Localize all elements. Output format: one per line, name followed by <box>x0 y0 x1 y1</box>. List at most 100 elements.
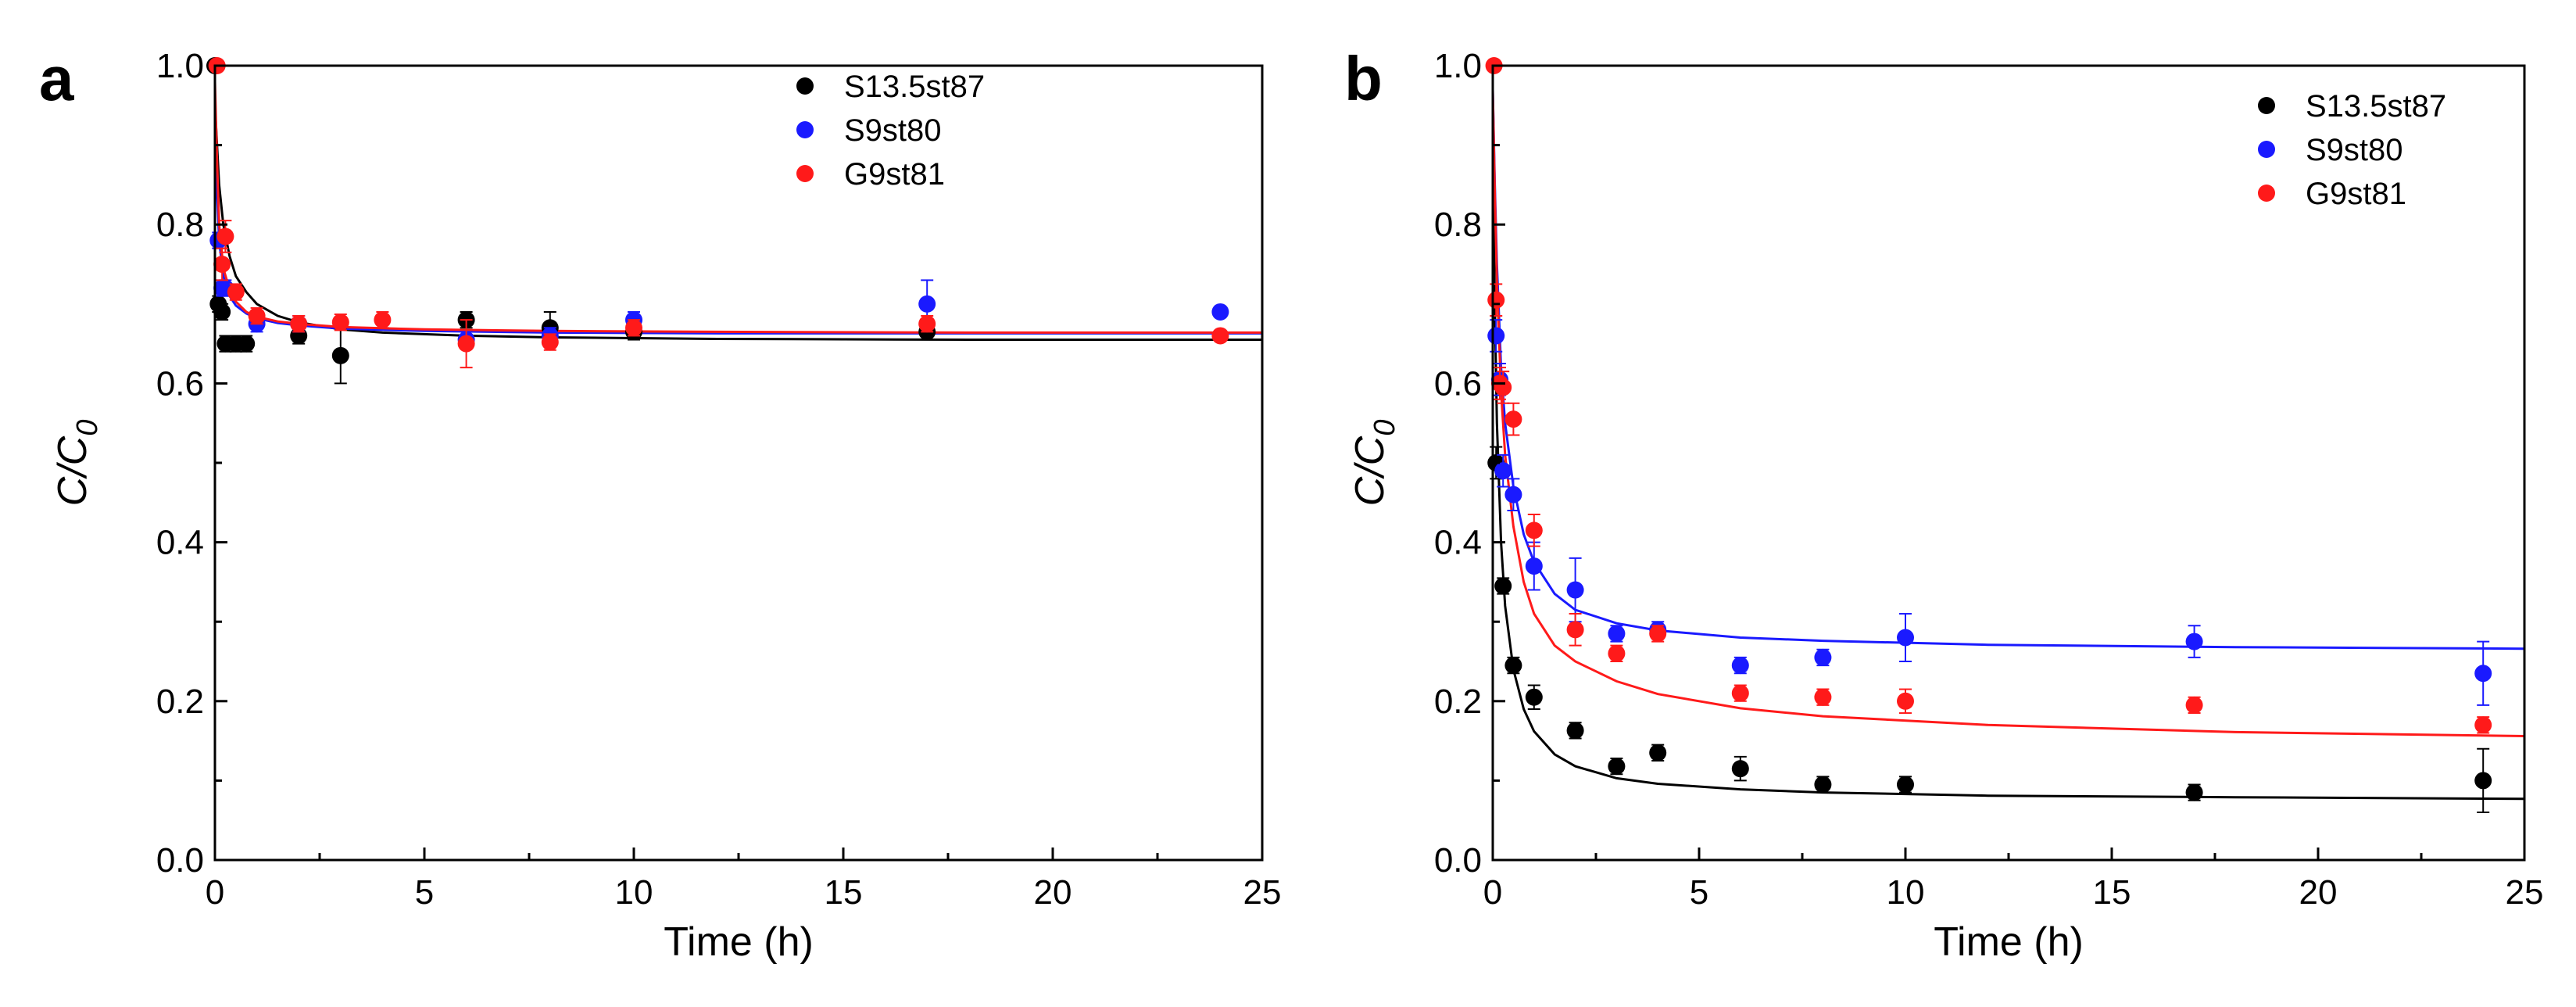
legend-marker-S9st80 <box>796 121 814 138</box>
y-tick-label: 0.0 <box>156 841 204 880</box>
data-point-G9st81 <box>1649 625 1667 643</box>
y-tick-label: 0.0 <box>1434 841 1482 880</box>
x-tick-label: 20 <box>2299 873 2338 912</box>
y-tick-label: 0.6 <box>1434 364 1482 403</box>
x-axis-title: Time (h) <box>664 919 814 965</box>
plot-frame <box>213 64 1264 862</box>
data-point-S13.5st87 <box>238 335 256 353</box>
data-point-G9st81 <box>1814 688 1832 706</box>
data-point-S9st80 <box>2474 665 2492 683</box>
data-point-G9st81 <box>1525 521 1543 539</box>
x-tick-label: 5 <box>415 873 434 912</box>
data-point-G9st81 <box>1504 410 1522 428</box>
legend-label-S9st80: S9st80 <box>2306 133 2403 167</box>
data-point-S13.5st87 <box>1649 744 1667 762</box>
data-point-S9st80 <box>1504 486 1522 504</box>
y-tick-label: 0.2 <box>156 683 204 721</box>
data-point-G9st81 <box>1211 327 1229 345</box>
data-point-S13.5st87 <box>1897 776 1914 794</box>
data-point-S13.5st87 <box>213 303 231 321</box>
data-point-G9st81 <box>541 333 559 351</box>
x-axis-title: Time (h) <box>1934 919 2084 965</box>
fit-line-S9st80 <box>213 129 1262 335</box>
data-point-S13.5st87 <box>1566 722 1584 740</box>
y-tick-label: 0.4 <box>156 524 204 562</box>
data-point-G9st81 <box>248 307 266 325</box>
data-point-G9st81 <box>1494 378 1512 396</box>
data-point-S9st80 <box>1897 629 1914 647</box>
data-point-S9st80 <box>1566 581 1584 599</box>
panel-label-b: b <box>1344 44 1383 113</box>
y-tick-label: 0.8 <box>156 206 204 244</box>
data-point-G9st81 <box>1608 644 1626 662</box>
y-axis-title-main: C/C <box>50 435 95 506</box>
y-tick-label: 1.0 <box>1434 47 1482 85</box>
data-point-G9st81 <box>457 335 475 353</box>
data-point-S9st80 <box>1525 557 1543 575</box>
fit-line-S13.5st87 <box>213 105 1262 341</box>
y-axis-title: C/C0 <box>1347 420 1401 507</box>
y-tick-label: 0.2 <box>1434 683 1482 721</box>
x-tick-label: 15 <box>825 873 863 912</box>
legend-marker-S13.5st87 <box>796 77 814 95</box>
data-point-S9st80 <box>918 295 936 313</box>
data-point-S13.5st87 <box>1731 760 1749 778</box>
data-point-S13.5st87 <box>1525 688 1543 706</box>
y-axis-title-main: C/C <box>1347 435 1393 506</box>
data-point-S13.5st87 <box>2474 772 2492 790</box>
data-point-G9st81 <box>2185 696 2203 714</box>
fit-line-S13.5st87 <box>1491 145 2525 801</box>
y-axis-title-subscript: 0 <box>71 420 104 436</box>
fit-line-G9st81 <box>213 81 1262 334</box>
x-tick-label: 25 <box>2506 873 2544 912</box>
x-tick-label: 10 <box>1887 873 1925 912</box>
x-tick-label: 5 <box>1690 873 1708 912</box>
data-point-G9st81 <box>2474 716 2492 734</box>
y-tick-label: 1.0 <box>156 47 204 85</box>
data-point-S13.5st87 <box>2185 783 2203 801</box>
data-point-G9st81 <box>1731 684 1749 702</box>
data-point-G9st81 <box>1566 621 1584 639</box>
data-point-G9st81 <box>374 311 392 329</box>
data-point-S9st80 <box>1211 303 1229 321</box>
x-tick-label: 25 <box>1243 873 1282 912</box>
fit-line-G9st81 <box>1491 89 2525 737</box>
y-tick-label: 0.4 <box>1434 524 1482 562</box>
legend-marker-S13.5st87 <box>2258 97 2275 114</box>
data-point-S13.5st87 <box>1504 657 1522 675</box>
data-point-G9st81 <box>227 283 245 301</box>
data-point-S13.5st87 <box>1608 758 1626 776</box>
x-tick-label: 0 <box>1483 873 1502 912</box>
legend-label-S13.5st87: S13.5st87 <box>2306 89 2446 124</box>
y-axis-title-subscript: 0 <box>1368 420 1401 436</box>
legend-label-S9st80: S9st80 <box>844 113 942 148</box>
legend-marker-G9st81 <box>796 165 814 182</box>
y-axis-title: C/C0 <box>50 420 104 507</box>
data-point-G9st81 <box>1487 291 1505 309</box>
data-point-S13.5st87 <box>1494 577 1512 595</box>
legend-label-G9st81: G9st81 <box>2306 177 2406 211</box>
legend-marker-S9st80 <box>2258 141 2275 158</box>
data-point-G9st81 <box>216 228 234 245</box>
data-point-G9st81 <box>290 315 308 333</box>
data-point-G9st81 <box>625 319 642 337</box>
data-point-G9st81 <box>918 315 936 333</box>
data-point-S9st80 <box>1494 462 1512 480</box>
data-point-S13.5st87 <box>1814 776 1832 794</box>
data-point-G9st81 <box>1897 692 1914 710</box>
legend-label-G9st81: G9st81 <box>844 157 945 192</box>
x-tick-label: 0 <box>206 873 224 912</box>
y-tick-label: 0.8 <box>1434 206 1482 244</box>
y-tick-label: 0.6 <box>156 364 204 403</box>
panel-label-a: a <box>39 44 74 113</box>
data-point-G9st81 <box>213 256 231 273</box>
data-point-G9st81 <box>331 314 349 331</box>
legend-label-S13.5st87: S13.5st87 <box>844 70 985 104</box>
data-point-S9st80 <box>1608 625 1626 643</box>
x-tick-label: 15 <box>2093 873 2131 912</box>
data-point-S9st80 <box>2185 633 2203 650</box>
x-tick-label: 10 <box>615 873 653 912</box>
data-point-S9st80 <box>1731 657 1749 675</box>
